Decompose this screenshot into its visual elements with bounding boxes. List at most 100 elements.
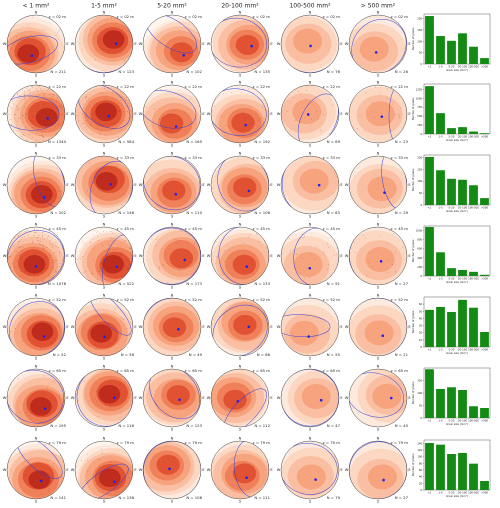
direction: E bbox=[340, 112, 343, 116]
direction: W bbox=[3, 183, 7, 187]
stereonet-border bbox=[210, 440, 270, 500]
x-tick-label: <1 bbox=[428, 277, 432, 281]
bar bbox=[425, 16, 434, 64]
depth-label: z = 45 m bbox=[49, 226, 67, 231]
depth-label: z = 22 m bbox=[185, 84, 203, 89]
direction: W bbox=[139, 42, 143, 46]
y-tick-label: 0 bbox=[421, 488, 423, 492]
direction: N bbox=[377, 11, 380, 15]
direction: E bbox=[408, 183, 411, 187]
direction: W bbox=[139, 183, 143, 187]
direction: E bbox=[270, 42, 273, 46]
x-axis-label: Grain size (mm²) bbox=[446, 68, 468, 72]
depth-label: z = 79 m bbox=[185, 440, 203, 445]
direction: S bbox=[171, 286, 174, 290]
count-label: N = 49 bbox=[189, 352, 203, 357]
direction: S bbox=[103, 144, 106, 148]
y-tick-label: 50 bbox=[419, 191, 423, 195]
y-tick-label: 0 bbox=[421, 132, 423, 136]
x-tick-label: 1-5 bbox=[438, 135, 443, 139]
stereonet-border bbox=[74, 14, 134, 74]
direction: W bbox=[3, 325, 7, 329]
direction: S bbox=[103, 500, 106, 504]
x-tick-label: 1-5 bbox=[438, 65, 443, 69]
count-label: N = 173 bbox=[186, 281, 202, 286]
count-label: N = 66 bbox=[257, 352, 271, 357]
direction: E bbox=[202, 183, 205, 187]
y-tick-label: 120 bbox=[417, 448, 422, 452]
direction: W bbox=[207, 396, 211, 400]
count-label: N = 133 bbox=[254, 281, 270, 286]
stereonet-border bbox=[74, 155, 134, 215]
direction: N bbox=[309, 294, 312, 298]
y-tick-label: 20 bbox=[419, 481, 423, 485]
direction: W bbox=[277, 396, 281, 400]
direction: N bbox=[171, 365, 174, 369]
direction: S bbox=[35, 74, 38, 78]
direction: S bbox=[171, 428, 174, 432]
x-tick-label: 1-5 bbox=[438, 277, 443, 281]
x-tick-label: 5-20 bbox=[449, 206, 455, 210]
direction: S bbox=[103, 286, 106, 290]
direction: S bbox=[309, 500, 312, 504]
direction: E bbox=[408, 112, 411, 116]
stereonet bbox=[211, 156, 269, 214]
bar bbox=[469, 463, 478, 490]
x-tick-label: 20-100 bbox=[458, 206, 468, 210]
depth-label: z = 65 m bbox=[117, 368, 135, 373]
bar bbox=[458, 390, 467, 418]
stereonet-border bbox=[348, 297, 408, 357]
direction: N bbox=[171, 223, 174, 227]
direction: E bbox=[66, 254, 69, 258]
direction: S bbox=[309, 74, 312, 78]
direction: E bbox=[66, 112, 69, 116]
y-tick-label: 250 bbox=[417, 123, 422, 127]
stereonet bbox=[143, 298, 201, 356]
direction: E bbox=[270, 183, 273, 187]
direction: E bbox=[202, 112, 205, 116]
direction: S bbox=[171, 74, 174, 78]
y-tick-label: 0 bbox=[421, 416, 423, 420]
x-tick-label: 5-20 bbox=[449, 419, 455, 423]
direction: N bbox=[35, 294, 38, 298]
bar bbox=[480, 408, 489, 418]
direction: N bbox=[239, 365, 242, 369]
x-tick-label: 20-100 bbox=[458, 135, 468, 139]
column-header: 20-100 mm² bbox=[221, 3, 259, 10]
direction: S bbox=[35, 428, 38, 432]
x-tick-label: 5-20 bbox=[449, 135, 455, 139]
y-tick-label: 100 bbox=[417, 179, 422, 183]
direction: N bbox=[377, 152, 380, 156]
bar bbox=[447, 40, 456, 64]
y-tick-label: 0 bbox=[421, 345, 423, 349]
direction: E bbox=[134, 396, 137, 400]
bar bbox=[458, 127, 467, 134]
direction: S bbox=[103, 357, 106, 361]
x-tick-label: >500 bbox=[481, 206, 488, 210]
direction: S bbox=[35, 357, 38, 361]
direction: N bbox=[103, 152, 106, 156]
y-tick-label: 100 bbox=[417, 391, 422, 395]
depth-label: z = 02 m bbox=[391, 14, 409, 19]
count-label: N = 522 bbox=[118, 281, 134, 286]
bar bbox=[469, 131, 478, 134]
direction: W bbox=[277, 112, 281, 116]
direction: N bbox=[239, 437, 242, 441]
direction: S bbox=[309, 215, 312, 219]
x-tick-label: >500 bbox=[481, 491, 488, 495]
count-label: N = 108 bbox=[186, 495, 202, 500]
direction: S bbox=[35, 144, 38, 148]
bar bbox=[469, 406, 478, 418]
direction: E bbox=[202, 468, 205, 472]
y-tick-label: 200 bbox=[417, 155, 422, 159]
y-tick-label: 1000 bbox=[416, 96, 423, 100]
x-tick-label: 100-500 bbox=[468, 419, 479, 423]
direction: E bbox=[134, 183, 137, 187]
count-label: N = 23 bbox=[395, 139, 409, 144]
x-tick-label: >500 bbox=[481, 277, 488, 281]
y-tick-label: 40 bbox=[419, 316, 423, 320]
x-tick-label: 20-100 bbox=[458, 419, 468, 423]
y-tick-label: 200 bbox=[417, 17, 422, 21]
depth-label: z = 65 m bbox=[185, 368, 203, 373]
depth-label: z = 33 m bbox=[391, 155, 409, 160]
